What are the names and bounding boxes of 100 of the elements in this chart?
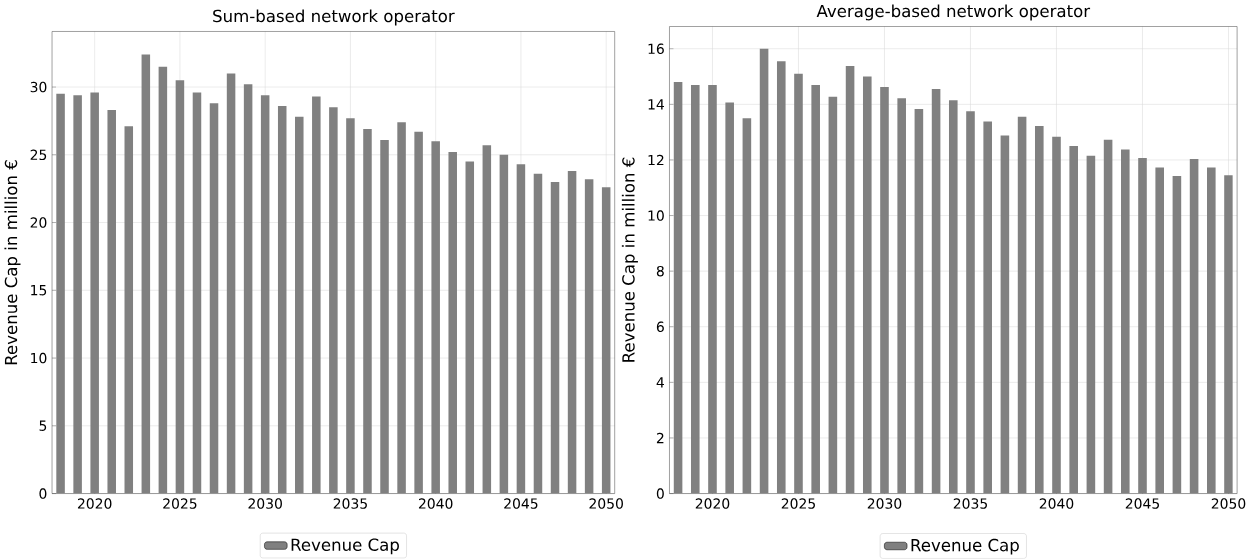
y-tick-label: 14 [648, 99, 664, 110]
bar [1000, 135, 1010, 494]
bar [794, 73, 803, 494]
bar [499, 154, 509, 494]
bar [862, 76, 872, 494]
bar [1034, 126, 1044, 494]
bar [414, 131, 423, 494]
y-tick-label: 10 [648, 210, 664, 221]
y-tick-label: 12 [648, 154, 664, 166]
bar [482, 145, 492, 494]
bar [363, 129, 372, 494]
bar [1172, 176, 1182, 494]
bar [158, 66, 168, 494]
bar [107, 110, 116, 494]
bar [243, 84, 253, 494]
bar [845, 66, 855, 494]
bar [73, 95, 82, 494]
y-axis-title: Revenue Cap in million € [4, 160, 21, 365]
bar [759, 48, 769, 494]
y-tick-label: 30 [30, 81, 47, 93]
bar [914, 109, 924, 494]
bar [329, 107, 338, 494]
bar [346, 118, 355, 494]
bar [226, 73, 236, 494]
bar [209, 103, 219, 494]
bar [448, 152, 457, 494]
bar [690, 85, 700, 494]
bar [124, 126, 134, 494]
bar [1069, 146, 1078, 494]
x-tick-label: 2025 [781, 498, 815, 509]
x-tick-label: 2040 [1039, 498, 1074, 509]
x-tick-label: 2030 [248, 498, 282, 509]
bar [1121, 149, 1130, 494]
bar [567, 171, 577, 494]
x-tick-label: 2050 [1211, 498, 1246, 509]
bar [725, 102, 734, 494]
bar [601, 187, 611, 494]
y-tick-label: 5 [39, 420, 47, 432]
y-tick-label: 20 [30, 217, 47, 228]
x-tick-label: 2025 [163, 498, 197, 509]
x-tick-label: 2035 [333, 498, 367, 509]
x-tick-label: 2020 [695, 498, 730, 509]
y-tick-label: 6 [656, 321, 664, 333]
bar [1138, 158, 1147, 494]
bar [1189, 159, 1199, 494]
bar [584, 179, 594, 494]
bar [897, 98, 906, 494]
bar [776, 61, 786, 494]
bar [1103, 139, 1113, 494]
bar [277, 106, 287, 494]
y-tick-label: 16 [648, 43, 664, 55]
y-tick-label: 0 [39, 488, 47, 499]
bar [175, 80, 185, 494]
bar [742, 118, 752, 494]
y-tick-label: 15 [31, 285, 47, 296]
bar [1017, 117, 1027, 494]
bar [1086, 155, 1096, 494]
bar [465, 161, 475, 494]
bar [312, 96, 321, 494]
bar [397, 122, 406, 494]
x-tick-label: 2030 [867, 498, 902, 509]
bar [431, 141, 440, 494]
x-tick-label: 2020 [77, 498, 112, 509]
y-tick-label: 0 [656, 488, 664, 499]
y-tick-label: 25 [30, 149, 47, 161]
legend-label: Revenue Cap [911, 538, 1019, 555]
bar [1052, 137, 1061, 494]
bar [983, 121, 992, 494]
bar [673, 82, 683, 494]
y-tick-label: 4 [656, 377, 664, 388]
y-tick-label: 2 [656, 432, 664, 444]
bar [550, 182, 560, 494]
bar [966, 111, 975, 494]
bar [516, 164, 526, 494]
x-tick-label: 2040 [418, 498, 453, 509]
bar [948, 100, 958, 494]
y-tick-label: 10 [31, 352, 47, 364]
chart-title: Average-based network operator [816, 4, 1091, 21]
x-tick-label: 2045 [504, 498, 538, 509]
y-axis-title: Revenue Cap in million € [621, 157, 638, 362]
x-tick-label: 2045 [1125, 498, 1159, 509]
bar [295, 116, 304, 494]
bar [1155, 167, 1164, 494]
chart-title: Sum-based network operator [213, 9, 455, 26]
x-tick-label: 2050 [589, 498, 623, 509]
bar [380, 140, 389, 494]
bar [192, 92, 202, 494]
x-tick-label: 2035 [953, 498, 987, 509]
bar [828, 96, 838, 494]
bar [533, 173, 543, 494]
bar [90, 92, 99, 494]
bar [931, 89, 941, 494]
y-tick-label: 8 [656, 266, 664, 277]
bar [708, 85, 717, 494]
bar [141, 54, 151, 494]
bar [880, 87, 889, 494]
bar [1207, 167, 1216, 494]
legend-label: Revenue Cap [291, 538, 399, 555]
bar [811, 85, 820, 494]
bar [1224, 175, 1233, 494]
